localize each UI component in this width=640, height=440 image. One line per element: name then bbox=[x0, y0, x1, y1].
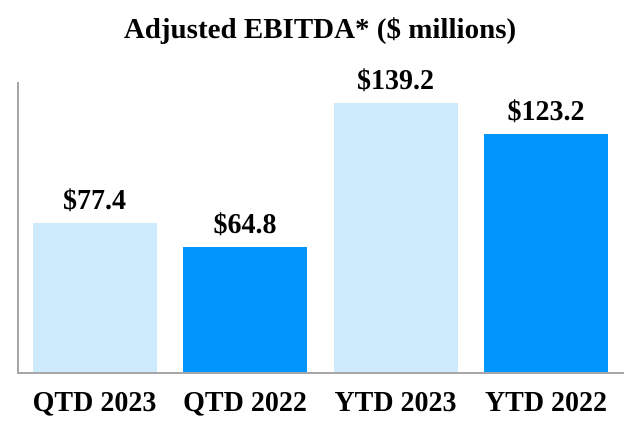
bar-value-label: $64.8 bbox=[213, 209, 277, 240]
bar-qtd-2023 bbox=[32, 223, 157, 372]
x-axis-line bbox=[17, 372, 624, 374]
bar-qtd-2022 bbox=[183, 247, 307, 372]
chart-title: Adjusted EBITDA* ($ millions) bbox=[123, 13, 517, 45]
bar-value-label: $123.2 bbox=[507, 96, 585, 127]
category-label: YTD 2022 bbox=[484, 387, 608, 418]
bar-ytd-2023 bbox=[333, 103, 458, 372]
bar-value-label: $139.2 bbox=[357, 65, 434, 96]
category-label: QTD 2023 bbox=[32, 387, 157, 418]
bar-value-label: $77.4 bbox=[63, 185, 126, 216]
category-label: YTD 2023 bbox=[334, 387, 457, 418]
category-label: QTD 2022 bbox=[183, 387, 307, 418]
bar-ytd-2022 bbox=[484, 134, 608, 372]
y-axis-line bbox=[17, 82, 19, 374]
